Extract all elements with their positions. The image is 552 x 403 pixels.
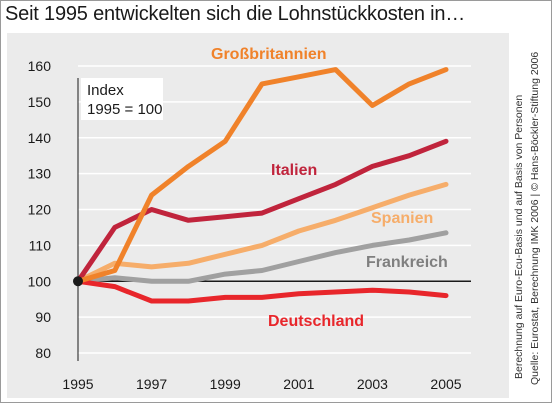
series-labels: Großbritannien Italien Spanien Frankreich De… [211, 46, 448, 330]
y-tick-label: 150 [28, 94, 52, 110]
index-box-background [81, 78, 163, 120]
y-axis-ticks: 80 90 100 110 120 130 140 150 160 [28, 58, 52, 361]
source-note-source: Quelle: Eurostat, Berechnung IMK 2006 | … [529, 51, 541, 385]
y-tick-label: 140 [28, 130, 52, 146]
y-tick-label: 130 [28, 166, 52, 182]
series-line-deutschland [75, 278, 449, 304]
x-axis-ticks: 1995 1997 1999 2001 2003 2005 [62, 376, 461, 392]
origin-point [73, 276, 83, 287]
y-tick-label: 90 [35, 309, 51, 325]
gridlines [78, 65, 471, 354]
series-line-frankreich [75, 230, 449, 284]
x-tick-label: 2003 [357, 376, 388, 392]
x-tick-label: 1995 [62, 376, 93, 392]
series-label-deutschland: Deutschland [268, 313, 364, 330]
y-tick-label: 110 [29, 237, 52, 253]
x-tick-label: 1999 [210, 376, 241, 392]
index-label: Index [87, 82, 124, 99]
series-label-spanien: Spanien [371, 210, 433, 227]
series-line-spanien [75, 181, 449, 284]
series-lines [75, 67, 449, 304]
chart-title: Seit 1995 entwickelten sich die Lohnstüc… [5, 3, 466, 25]
series-label-italien: Italien [271, 162, 317, 179]
index-base-label: 1995 = 100 [87, 101, 163, 118]
y-tick-label: 120 [28, 202, 52, 218]
source-note-basis: Berechnung auf Euro-Ecu-Basis und auf Ba… [513, 94, 525, 379]
series-line-grossbritannien [75, 67, 449, 284]
y-tick-label: 160 [28, 58, 52, 74]
x-tick-label: 2001 [283, 376, 314, 392]
series-label-frankreich: Frankreich [366, 254, 448, 271]
series-label-grossbritannien: Großbritannien [211, 46, 327, 63]
y-tick-label: 100 [28, 273, 52, 289]
index-box: Index 1995 = 100 [81, 78, 163, 120]
x-tick-label: 2005 [430, 376, 461, 392]
y-tick-label: 80 [35, 345, 51, 361]
x-tick-label: 1997 [136, 376, 167, 392]
